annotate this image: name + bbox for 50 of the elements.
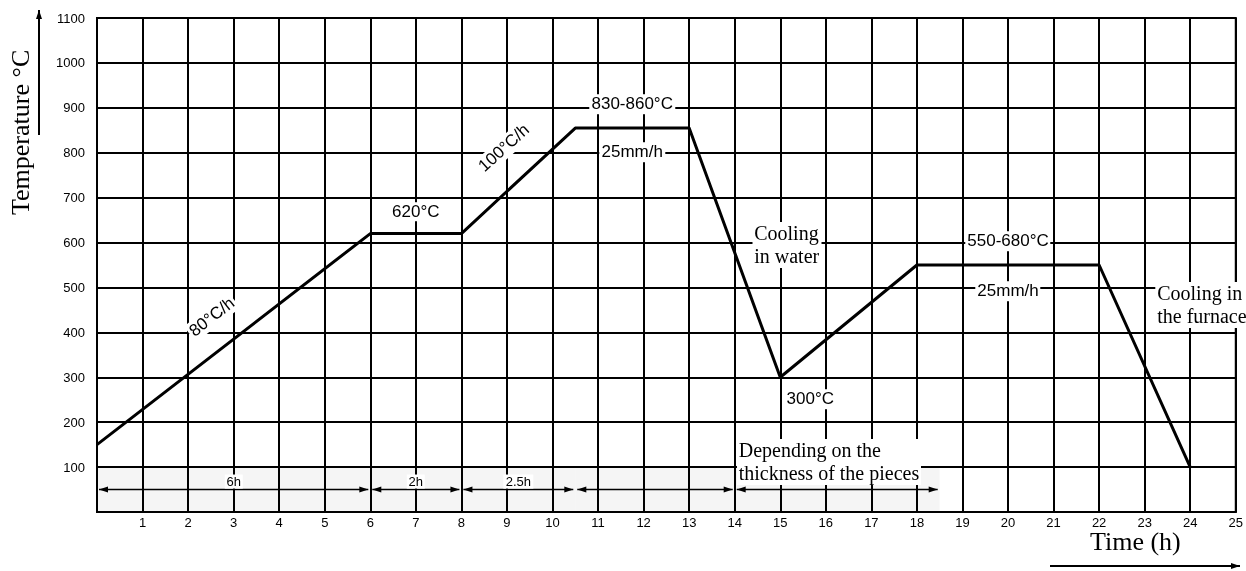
annotation: 25mm/h: [975, 281, 1041, 301]
x-tick-label: 23: [1137, 515, 1152, 530]
annotation: 25mm/h: [599, 142, 665, 162]
x-tick-label: 6: [366, 515, 374, 530]
x-tick-label: 12: [636, 515, 651, 530]
band-label: 2.5h: [503, 473, 533, 489]
x-axis-title: Time (h): [1090, 527, 1181, 557]
y-tick-label: 500: [63, 279, 85, 295]
x-tick-label: 22: [1091, 515, 1107, 530]
annotation: 620°C: [390, 201, 442, 222]
x-tick-label: 21: [1046, 515, 1061, 530]
annotation: 300°C: [784, 389, 836, 410]
y-tick-label: 900: [63, 100, 85, 116]
y-tick-label: 200: [63, 414, 85, 430]
x-tick-label: 11: [591, 515, 605, 530]
x-tick-label: 7: [412, 515, 420, 530]
x-tick-label: 1: [138, 515, 147, 530]
x-tick-label: 2: [184, 515, 192, 530]
annotation: 830-860°C: [589, 94, 675, 114]
band-label: 6h: [224, 473, 243, 489]
x-tick-label: 20: [1000, 515, 1016, 530]
y-tick-label: 300: [63, 369, 85, 385]
x-tick-label: 18: [909, 515, 925, 530]
x-tick-label: 25: [1228, 515, 1243, 530]
x-tick-label: 14: [727, 515, 742, 530]
x-tick-label: 17: [864, 515, 879, 530]
y-tick-label: 400: [63, 324, 85, 340]
y-tick-label: 600: [63, 235, 85, 251]
x-tick-label: 24: [1182, 515, 1198, 530]
x-tick-label: 10: [545, 515, 560, 530]
y-tick-label: 800: [63, 145, 85, 161]
band-label: Depending on the thickness of the pieces: [736, 438, 922, 485]
x-tick-label: 13: [681, 515, 697, 530]
x-tick-label: 19: [955, 515, 970, 530]
band-label: 2h: [406, 473, 426, 489]
annotation: 550-680°C: [965, 231, 1051, 251]
annotation: Cooling in the furnace: [1155, 282, 1246, 329]
x-tick-label: 9: [503, 515, 511, 530]
x-tick-label: 8: [457, 515, 466, 530]
x-tick-label: 15: [773, 515, 788, 530]
y-axis-title: Temperature °C: [6, 49, 36, 215]
x-tick-label: 5: [321, 515, 329, 530]
x-tick-label: 3: [230, 515, 238, 530]
x-tick-label: 16: [818, 515, 834, 530]
y-tick-label: 1100: [57, 10, 85, 26]
y-tick-label: 100: [63, 459, 85, 475]
annotation: Cooling in water: [752, 221, 822, 268]
y-tick-label: 700: [63, 190, 85, 206]
y-tick-label: 1000: [56, 55, 85, 71]
x-tick-label: 4: [275, 515, 283, 530]
